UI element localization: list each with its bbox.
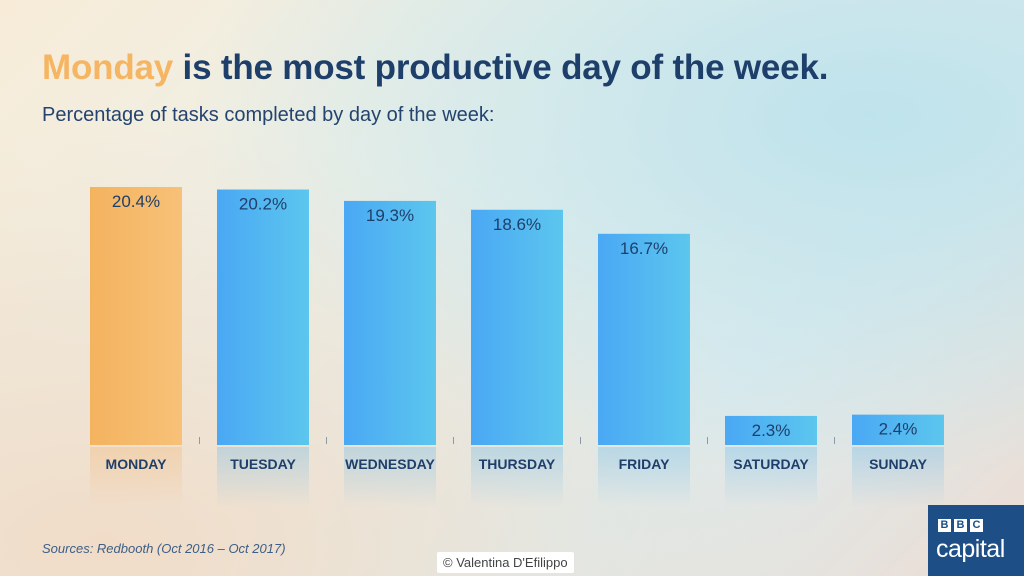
title-rest: is the most productive day of the week.: [173, 48, 829, 87]
category-label: TUESDAY: [230, 456, 296, 472]
bar-reflection: [217, 447, 309, 507]
bar-tuesday: [217, 189, 309, 445]
logo-letters: B B C: [938, 519, 983, 532]
value-label: 20.2%: [239, 195, 287, 214]
bar-saturday: [725, 415, 817, 445]
bar-monday: [90, 187, 182, 445]
value-label: 20.4%: [112, 192, 160, 211]
value-label: 16.7%: [620, 239, 668, 258]
category-label: SATURDAY: [733, 456, 809, 472]
value-label: 2.3%: [752, 421, 791, 440]
bar-reflection: [344, 447, 436, 507]
value-label: 2.4%: [879, 420, 918, 439]
value-label: 18.6%: [493, 215, 541, 234]
source-note: Sources: Redbooth (Oct 2016 – Oct 2017): [42, 541, 286, 556]
bar-wednesday: [344, 200, 436, 445]
bar-reflection: [471, 447, 563, 507]
category-label: FRIDAY: [619, 456, 670, 472]
bar-sunday: [852, 414, 944, 445]
bar-reflection: [598, 447, 690, 507]
bar-reflection: [725, 447, 817, 507]
category-label: SUNDAY: [869, 456, 927, 472]
category-label: WEDNESDAY: [345, 456, 435, 472]
logo-letter: C: [970, 519, 983, 532]
bar-reflection: [90, 447, 182, 507]
bar-thursday: [471, 209, 563, 445]
category-label: THURSDAY: [479, 456, 556, 472]
bar-reflection: [852, 447, 944, 507]
chart-title: Monday is the most productive day of the…: [42, 48, 828, 88]
bbc-capital-logo: B B C capital: [928, 505, 1024, 576]
value-label: 19.3%: [366, 206, 414, 225]
logo-word: capital: [936, 535, 1005, 563]
image-credit: © Valentina D'Efilippo: [437, 552, 574, 573]
logo-letter: B: [954, 519, 967, 532]
category-label: MONDAY: [106, 456, 168, 472]
logo-letter: B: [938, 519, 951, 532]
bar-friday: [598, 233, 690, 445]
title-highlight: Monday: [42, 48, 174, 87]
chart-subtitle: Percentage of tasks completed by day of …: [42, 104, 495, 126]
